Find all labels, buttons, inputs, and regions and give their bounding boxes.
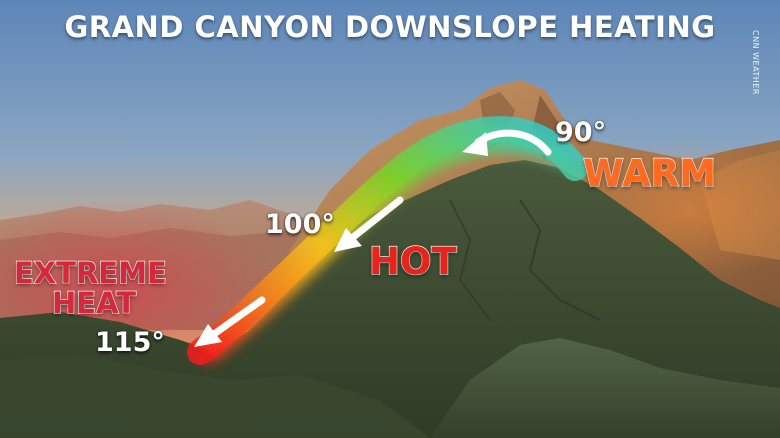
extreme-heat-line1: EXTREME bbox=[13, 256, 167, 290]
lower-arrow bbox=[210, 296, 266, 338]
middle-arrow-head bbox=[334, 228, 362, 252]
extreme-heat-label: EXTREME HEAT bbox=[13, 256, 167, 320]
temp-top: 90° bbox=[555, 117, 607, 148]
foreground-valley bbox=[0, 355, 430, 438]
extreme-heat-line2: HEAT bbox=[51, 286, 137, 320]
foreground-ridge bbox=[430, 338, 780, 438]
ridge-line bbox=[449, 199, 491, 321]
curved-arrow-head bbox=[462, 132, 488, 156]
ridge-line bbox=[519, 199, 601, 321]
middle-arrow bbox=[348, 196, 404, 242]
graphic-title: GRAND CANYON DOWNSLOPE HEATING bbox=[64, 10, 716, 44]
warm-label: WARM bbox=[582, 151, 717, 196]
temp-bottom: 115° bbox=[95, 327, 165, 358]
temp-middle: 100° bbox=[265, 209, 335, 240]
lower-arrow-head bbox=[194, 324, 222, 347]
source-credit: CNN WEATHER bbox=[751, 30, 760, 95]
hot-label: HOT bbox=[368, 239, 457, 284]
